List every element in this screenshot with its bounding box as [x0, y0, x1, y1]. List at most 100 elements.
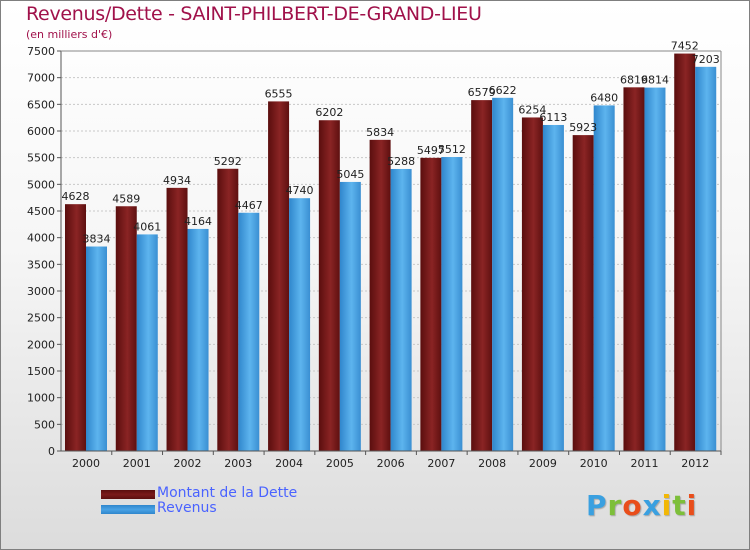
data-label-dette: 7452 — [671, 40, 699, 53]
bar-revenus — [441, 157, 463, 451]
x-tick-label: 2003 — [224, 457, 252, 470]
y-tick-label: 7000 — [27, 72, 55, 85]
x-tick-label: 2011 — [630, 457, 658, 470]
x-tick-label: 2010 — [580, 457, 608, 470]
bar-revenus — [187, 228, 209, 451]
proxiti-logo: Proxiti — [586, 489, 697, 522]
bar-revenus — [542, 124, 564, 452]
data-label-revenus: 6814 — [641, 74, 669, 87]
data-label-dette: 6579 — [468, 86, 496, 99]
y-tick-label: 1000 — [27, 392, 55, 405]
data-label-revenus: 5045 — [336, 168, 364, 181]
bar-revenus — [136, 234, 158, 451]
bar-revenus — [238, 212, 260, 451]
data-label-dette: 6254 — [518, 103, 546, 116]
bar-dette — [217, 168, 239, 451]
y-tick-label: 1500 — [27, 365, 55, 378]
logo-letter: x — [642, 489, 662, 522]
data-label-revenus: 6113 — [539, 111, 567, 124]
data-label-dette: 5292 — [214, 155, 242, 168]
y-tick-label: 4500 — [27, 205, 55, 218]
y-tick-label: 3500 — [27, 258, 55, 271]
bar-dette — [166, 187, 188, 451]
x-tick-label: 2007 — [427, 457, 455, 470]
bar-dette — [115, 206, 137, 451]
bars — [65, 53, 717, 452]
data-label-revenus: 4467 — [235, 199, 263, 212]
data-label-revenus: 7203 — [692, 53, 720, 66]
bar-revenus — [593, 105, 615, 452]
data-label-dette: 5834 — [366, 126, 394, 139]
logo-letter: i — [661, 489, 673, 522]
logo-letter: o — [622, 489, 643, 522]
data-label-revenus: 6480 — [590, 91, 618, 104]
y-tick-label: 0 — [48, 445, 55, 458]
y-tick-label: 500 — [34, 418, 55, 431]
x-tick-label: 2001 — [123, 457, 151, 470]
bar-dette — [572, 135, 594, 451]
bar-dette — [471, 100, 493, 452]
data-label-revenus: 5288 — [387, 155, 415, 168]
bar-dette — [623, 87, 645, 451]
y-tick-label: 5000 — [27, 178, 55, 191]
logo-letter: t — [672, 489, 687, 522]
bar-revenus — [695, 66, 717, 451]
chart-subtitle: (en milliers d'€) — [26, 28, 113, 41]
legend-swatch-debt — [101, 490, 155, 499]
data-label-revenus: 4164 — [184, 215, 212, 228]
y-tick-label: 6500 — [27, 98, 55, 111]
x-tick-label: 2012 — [681, 457, 709, 470]
logo-letter: r — [607, 489, 623, 522]
data-label-revenus: 4740 — [286, 184, 314, 197]
data-label-revenus: 3834 — [83, 233, 111, 246]
legend-label-debt: Montant de la Dette — [157, 485, 298, 501]
data-label-dette: 4934 — [163, 174, 191, 187]
y-tick-label: 7500 — [27, 45, 55, 58]
y-tick-label: 6000 — [27, 125, 55, 138]
data-label-revenus: 6622 — [489, 84, 517, 97]
data-labels: 4628 3834 4589 4061 4934 4164 5292 4467 6555 4740… — [62, 40, 720, 246]
data-label-dette: 6555 — [265, 87, 293, 100]
data-label-dette: 5923 — [569, 121, 597, 134]
x-tick-label: 2008 — [478, 457, 506, 470]
y-tick-label: 2500 — [27, 312, 55, 325]
logo-letter: i — [686, 489, 698, 522]
legend-label-revenue: Revenus — [157, 500, 217, 516]
bar-dette — [318, 120, 340, 451]
bar-dette — [369, 139, 391, 451]
chart-title: Revenus/Dette - SAINT-PHILBERT-DE-GRAND-… — [26, 3, 482, 25]
y-tick-label: 2000 — [27, 338, 55, 351]
x-tick-label: 2000 — [72, 457, 100, 470]
data-label-dette: 4628 — [62, 190, 90, 203]
bar-revenus — [339, 181, 361, 451]
logo-letter: P — [586, 489, 608, 522]
x-tick-label: 2006 — [377, 457, 405, 470]
bar-dette — [521, 117, 543, 451]
data-label-dette: 6202 — [315, 106, 343, 119]
data-label-dette: 4589 — [112, 192, 140, 205]
data-label-revenus: 4061 — [133, 220, 161, 233]
x-tick-label: 2002 — [174, 457, 202, 470]
bar-revenus — [390, 168, 412, 451]
bar-revenus — [644, 87, 666, 451]
y-axis: 0 500 1000 1500 2000 2500 3000 3500 4000 4500 5000… — [27, 45, 722, 458]
y-tick-label: 4000 — [27, 232, 55, 245]
bar-dette — [65, 204, 86, 451]
data-label-dette: 5497 — [417, 144, 445, 157]
bar-dette — [674, 53, 696, 452]
bar-dette — [268, 101, 290, 452]
y-tick-label: 3000 — [27, 285, 55, 298]
bar-dette — [420, 157, 442, 451]
x-tick-label: 2009 — [529, 457, 557, 470]
data-label-revenus: 5512 — [438, 143, 466, 156]
x-tick-label: 2005 — [326, 457, 354, 470]
bar-revenus — [86, 246, 107, 451]
bar-revenus — [492, 97, 514, 452]
legend-swatch-revenue — [101, 505, 155, 514]
x-axis: 2000 2001 2002 2003 2004 2005 2006 2007 2008 2009… — [61, 450, 722, 470]
bar-revenus — [289, 198, 311, 451]
data-label-dette: 6819 — [620, 73, 648, 86]
y-tick-label: 5500 — [27, 152, 55, 165]
